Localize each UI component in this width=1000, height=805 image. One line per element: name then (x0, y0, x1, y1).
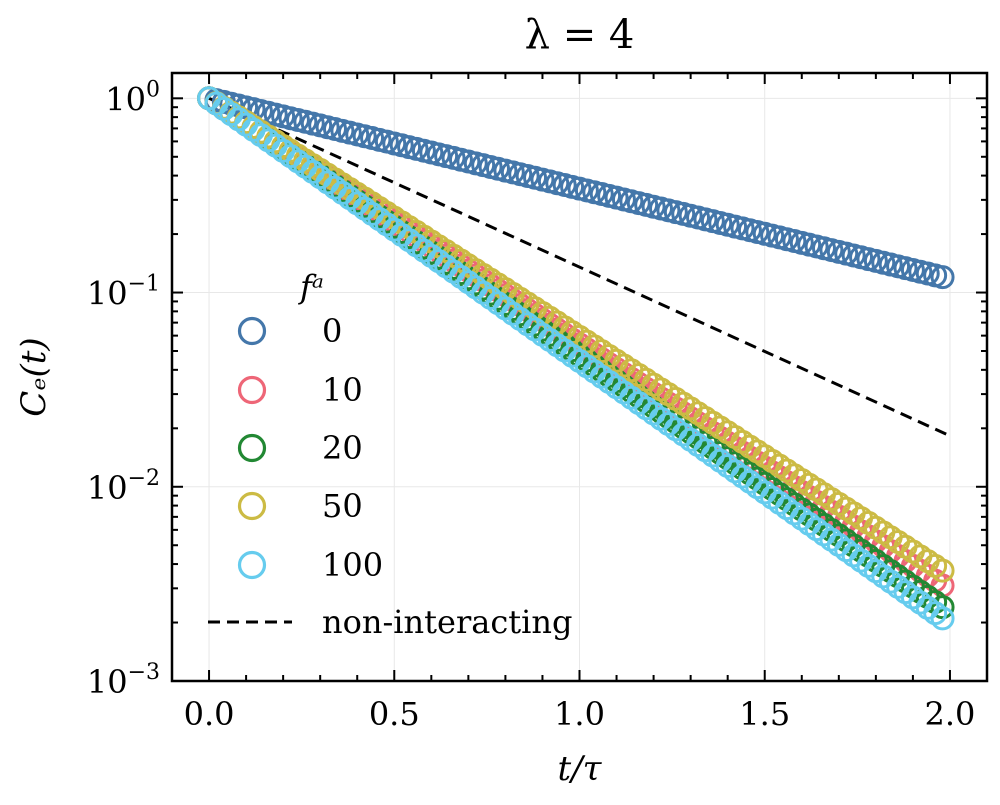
series-100 (197, 86, 955, 631)
legend-marker (237, 491, 267, 521)
x-tick-label: 1.0 (554, 695, 605, 733)
data-point (930, 606, 955, 631)
x-tick-label: 1.5 (739, 695, 790, 733)
legend-label: 0 (322, 312, 342, 350)
legend-title: fᵃ (298, 268, 324, 306)
data-point (930, 595, 955, 620)
x-tick-label: 0.5 (369, 695, 420, 733)
y-tick-label: 10−1 (87, 272, 160, 313)
legend-label: non-interacting (322, 603, 572, 641)
series-0 (197, 86, 955, 290)
x-axis-label: t/τ (558, 749, 603, 789)
legend-marker (237, 316, 267, 346)
data-point (930, 558, 955, 583)
legend-label: 10 (322, 371, 363, 409)
y-tick-label: 10−2 (87, 466, 160, 507)
x-tick-label: 2.0 (925, 695, 976, 733)
legend-item: 0 (237, 312, 342, 350)
legend-label: 20 (322, 429, 363, 467)
legend-item: 100 (237, 546, 383, 584)
series-layer (197, 86, 955, 631)
y-axis-label: Cₑ(t) (14, 337, 54, 416)
legend-label: 50 (322, 487, 363, 525)
y-tick-label: 10−3 (87, 660, 160, 701)
legend-item: 20 (237, 429, 363, 467)
legend: fᵃ 0 10 20 50 100 non-interacting (208, 268, 572, 641)
data-point (930, 265, 955, 290)
legend-label: 100 (322, 546, 383, 584)
x-tick-label: 0.0 (184, 695, 235, 733)
legend-item: non-interacting (208, 603, 572, 641)
legend-item: 10 (237, 371, 363, 409)
chart-title: λ = 4 (525, 12, 635, 58)
legend-marker (237, 375, 267, 405)
y-tick-label: 100 (105, 77, 160, 118)
legend-item: 50 (237, 487, 363, 525)
legend-marker (237, 550, 267, 580)
non-interacting-line (208, 96, 951, 438)
legend-marker (237, 433, 267, 463)
